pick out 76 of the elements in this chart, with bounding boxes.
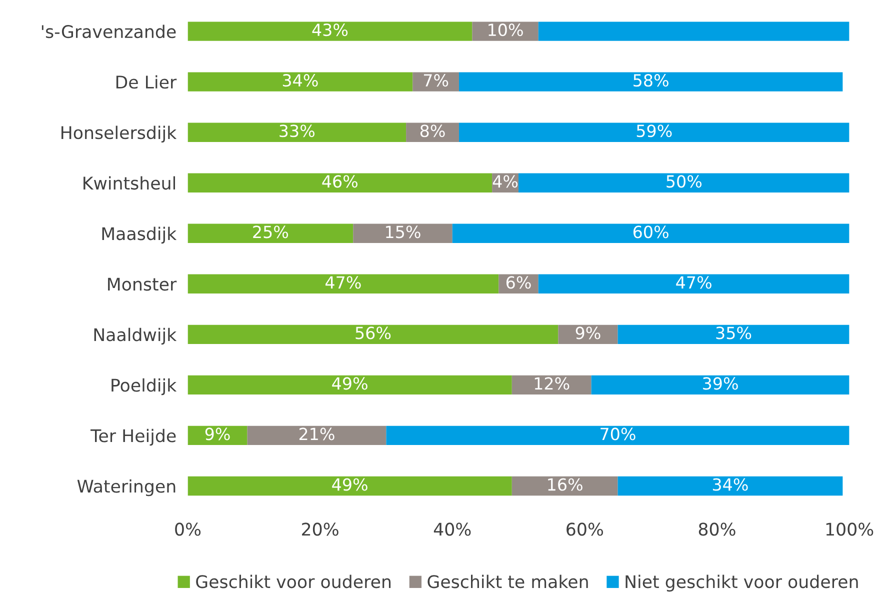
bar [188,122,406,142]
data-label: 4% [492,175,518,188]
data-label: 21% [299,428,334,440]
bar [412,72,459,92]
bar [512,375,592,395]
x-tick-label: 20% [302,522,338,536]
data-label: 59% [636,124,672,138]
x-tick-label: 80% [698,522,736,536]
data-label: 58% [634,74,668,87]
x-tick-label: 60% [566,522,604,536]
data-label: 35% [716,326,752,340]
bar [188,476,512,496]
y-tick-label: De Lier [116,75,177,89]
y-tick-label: Monster [108,278,177,291]
data-label: 25% [253,226,288,238]
data-label: 33% [280,124,314,138]
data-label: 10% [488,24,523,36]
data-label: 34% [282,74,318,87]
y-tick-label: Maasdijk [102,226,177,244]
bar [538,22,850,41]
bar [512,476,618,496]
bar [188,224,354,243]
data-label: 70% [600,428,636,440]
data-label: 39% [703,377,738,390]
data-label: 16% [548,478,582,491]
bar [452,224,850,243]
data-label: 50% [666,175,702,188]
data-label: 47% [326,276,361,289]
y-tick-label: Wateringen [77,479,176,496]
data-label: 15% [386,226,420,238]
bar [188,375,512,395]
legend-label: Niet geschikt voor ouderen [626,574,858,592]
legend-label: Geschikt voor ouderen [196,574,391,588]
bar [558,324,618,344]
data-label: 56% [356,326,391,340]
data-label: 47% [676,276,712,289]
bar [353,224,452,243]
bar [458,122,850,142]
y-tick-label: Ter Heijde [90,428,176,446]
bar [188,173,492,192]
bar [538,274,850,294]
x-tick-label: 40% [434,522,471,536]
bar [458,72,843,92]
bar [406,122,459,142]
bar [618,324,850,344]
bar [188,72,413,92]
x-tick-label: 0% [175,522,201,536]
bar [386,426,850,446]
bar [188,274,499,294]
y-tick-label: Poeldijk [112,378,177,396]
y-tick-label: Honselersdijk [62,126,177,143]
data-label: 8% [420,124,445,138]
data-label: 7% [424,74,448,87]
data-label: 49% [332,377,368,390]
bar [591,375,850,395]
y-tick-label: Naaldwijk [94,328,177,345]
bar [518,173,850,192]
data-label: 46% [322,175,358,188]
data-label: 6% [506,276,531,289]
bar [618,476,843,496]
data-label: 49% [332,478,368,491]
bar [188,426,248,446]
x-tick-label: 100% [826,522,874,536]
bar [247,426,386,446]
data-label: 43% [312,24,348,36]
data-label: 12% [534,377,570,390]
data-label: 60% [633,226,668,238]
bar [472,22,538,41]
y-tick-label: 's-Gravenzande [42,24,176,38]
legend-label: Geschikt te maken [428,574,588,588]
data-label: 9% [576,326,600,340]
y-tick-label: Kwintsheul [84,176,176,190]
data-label: 34% [712,478,748,491]
bar [188,22,472,41]
bar [188,324,558,344]
data-label: 9% [205,428,230,440]
